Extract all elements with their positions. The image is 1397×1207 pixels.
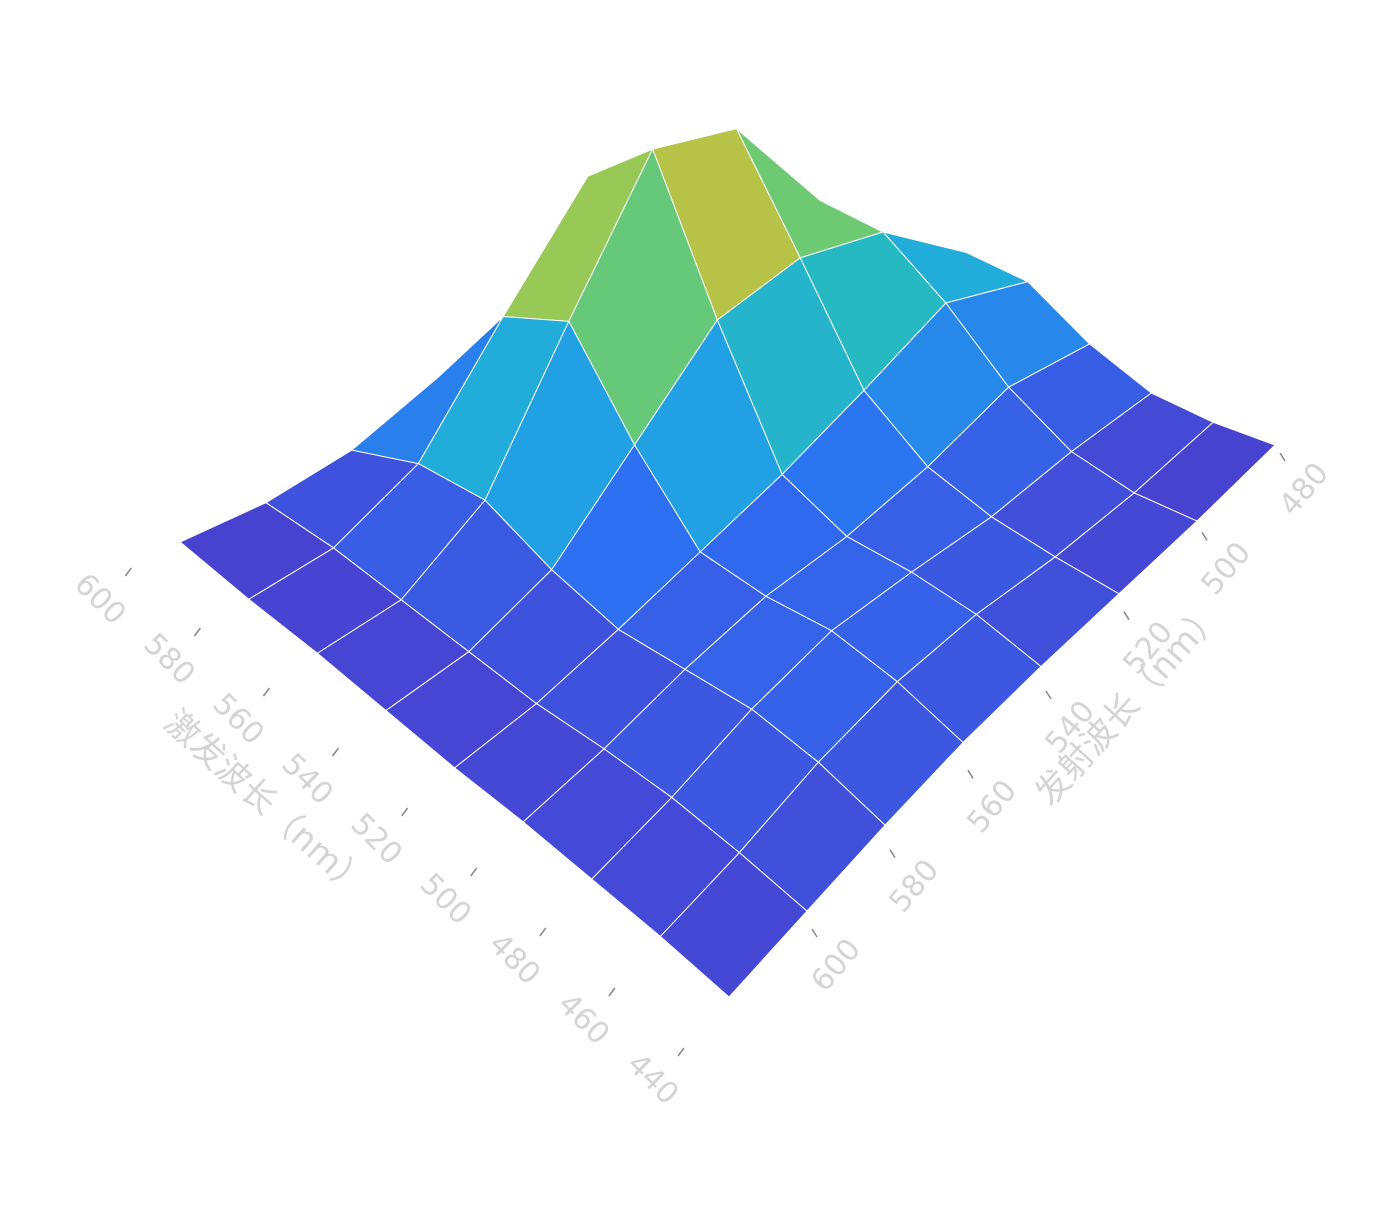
x-tick <box>811 928 818 938</box>
y-tick <box>539 927 547 937</box>
x-tick <box>967 769 974 779</box>
y-tick <box>677 1047 685 1057</box>
y-tick <box>124 567 132 577</box>
x-tick <box>1123 611 1130 621</box>
y-tick <box>608 987 616 997</box>
x-tick <box>1279 452 1286 462</box>
y-tick <box>470 867 478 877</box>
x-tick <box>889 849 896 859</box>
y-tick <box>193 627 201 637</box>
y-tick <box>401 807 409 817</box>
surface-cell <box>659 852 808 998</box>
x-tick <box>1201 531 1208 541</box>
y-tick <box>262 687 271 697</box>
x-tick <box>1045 690 1052 700</box>
y-tick <box>331 747 340 757</box>
